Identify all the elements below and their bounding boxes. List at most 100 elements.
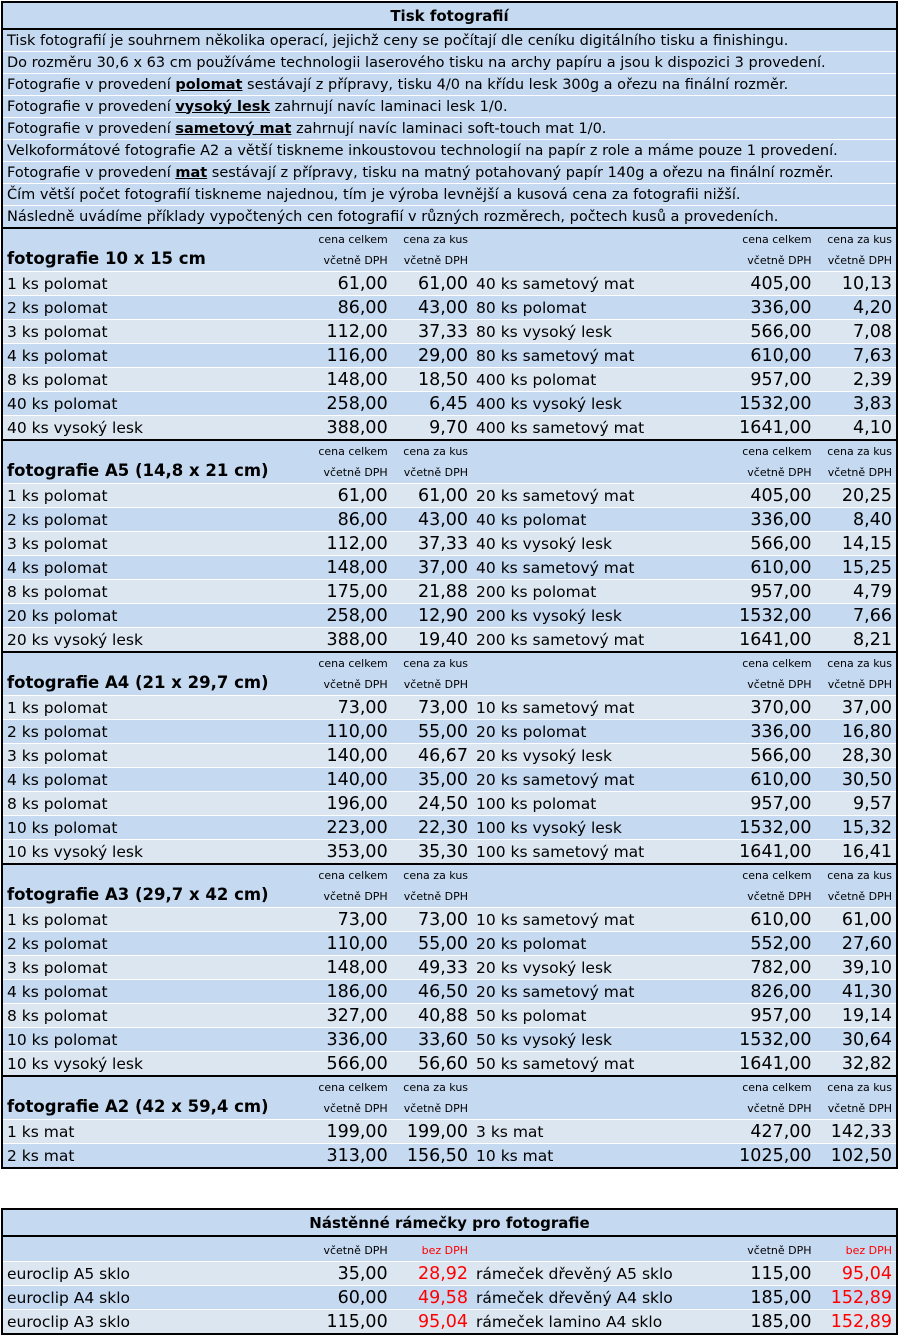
product-label: 20 ks polomat xyxy=(0,603,312,628)
intro-line: Fotografie v provedení mat sestávají z p… xyxy=(1,161,898,184)
unit-price: 8,21 xyxy=(815,627,899,653)
product-label: 4 ks polomat xyxy=(0,979,312,1004)
product-label: 50 ks sametový mat xyxy=(472,1051,723,1077)
column-label-top: cena za kus xyxy=(827,445,892,458)
intro-finish-name: polomat xyxy=(175,76,243,93)
total-price: 140,00 xyxy=(311,767,392,792)
price-column-label: bez DPH xyxy=(815,1236,899,1262)
price-row: 2 ks mat 313,00 156,50 10 ks mat 1025,00 102,… xyxy=(0,1143,899,1169)
column-label-vat: včetně DPH xyxy=(747,890,812,903)
intro-text-part: sestávají z přípravy, tisku 4/0 na křídu… xyxy=(242,76,789,93)
product-label: 3 ks polomat xyxy=(0,531,312,556)
total-price: 566,00 xyxy=(722,743,816,768)
total-price: 61,00 xyxy=(311,483,392,508)
unit-price: 61,00 xyxy=(815,907,899,932)
total-price: 110,00 xyxy=(311,719,392,744)
total-price: 116,00 xyxy=(311,343,392,368)
intro-text-part: Fotografie v provedení xyxy=(7,164,176,181)
frames-table-title: Nástěnné rámečky pro fotografie xyxy=(1,1208,898,1237)
price-row: 1 ks polomat 73,00 73,00 10 ks sametový mat… xyxy=(0,695,899,720)
column-label-top: cena za kus xyxy=(827,869,892,882)
intro-text: Fotografie v provedení polomat sestávají… xyxy=(1,73,898,96)
unit-price: 30,50 xyxy=(815,767,899,792)
price-row: 1 ks polomat 61,00 61,00 40 ks sametový mat… xyxy=(0,271,899,296)
product-label: 100 ks sametový mat xyxy=(472,839,723,865)
price-row: 3 ks polomat 112,00 37,33 80 ks vysoký lesk… xyxy=(0,319,899,344)
column-label-vat: včetně DPH xyxy=(827,890,892,903)
column-label-vat: včetně DPH xyxy=(323,466,388,479)
total-price: 73,00 xyxy=(311,907,392,932)
product-label: 1 ks polomat xyxy=(0,907,312,932)
section-header-spacer xyxy=(472,652,723,696)
product-label: 1 ks polomat xyxy=(0,483,312,508)
total-price: 1641,00 xyxy=(722,415,816,441)
product-label: 10 ks polomat xyxy=(0,815,312,840)
unit-price: 7,66 xyxy=(815,603,899,628)
unit-price: 33,60 xyxy=(391,1027,473,1052)
total-price: 175,00 xyxy=(311,579,392,604)
frame-label: euroclip A3 sklo xyxy=(0,1309,312,1335)
product-label: 20 ks polomat xyxy=(472,719,723,744)
price-column-label: cena celkem včetně DPH xyxy=(722,440,816,484)
section-title: fotografie A2 (42 x 59,4 cm) xyxy=(0,1076,312,1120)
total-price: 1532,00 xyxy=(722,1027,816,1052)
product-label: 10 ks polomat xyxy=(0,1027,312,1052)
product-label: 200 ks vysoký lesk xyxy=(472,603,723,628)
column-label-top: cena za kus xyxy=(403,869,469,882)
frames-header-spacer xyxy=(0,1236,312,1262)
frames-header-spacer xyxy=(472,1236,723,1262)
product-label: 10 ks sametový mat xyxy=(472,907,723,932)
intro-text-part: Fotografie v provedení xyxy=(7,76,176,93)
product-label: 80 ks sametový mat xyxy=(472,343,723,368)
section-header-spacer xyxy=(472,1076,723,1120)
price-column-label: cena celkem včetně DPH xyxy=(722,228,816,272)
unit-price: 16,80 xyxy=(815,719,899,744)
unit-price: 35,00 xyxy=(391,767,473,792)
price-row: 8 ks polomat 327,00 40,88 50 ks polomat 957,… xyxy=(0,1003,899,1028)
unit-price: 15,25 xyxy=(815,555,899,580)
product-label: 80 ks vysoký lesk xyxy=(472,319,723,344)
photo-print-price-table: Tisk fotografií Tisk fotografií je souhr… xyxy=(0,1,899,1169)
price-row: 40 ks polomat 258,00 6,45 400 ks vysoký les… xyxy=(0,391,899,416)
column-label-top: cena za kus xyxy=(403,657,469,670)
total-price: 1025,00 xyxy=(722,1143,816,1169)
product-label: 20 ks vysoký lesk xyxy=(472,743,723,768)
intro-text-part: sestávají z přípravy, tisku na matný pot… xyxy=(207,164,834,181)
column-label-vat: včetně DPH xyxy=(403,678,469,691)
unit-price: 37,00 xyxy=(391,555,473,580)
unit-price: 32,82 xyxy=(815,1051,899,1077)
intro-finish-name: vysoký lesk xyxy=(175,98,271,115)
column-label-vat: včetně DPH xyxy=(403,1102,469,1115)
unit-price: 7,08 xyxy=(815,319,899,344)
unit-price: 102,50 xyxy=(815,1143,899,1169)
section-header: fotografie A3 (29,7 x 42 cm) cena celkem v… xyxy=(0,864,899,908)
unit-price: 14,15 xyxy=(815,531,899,556)
intro-line: Fotografie v provedení sametový mat zahr… xyxy=(1,117,898,140)
frame-label: euroclip A4 sklo xyxy=(0,1285,312,1310)
price-column-label: cena za kus včetně DPH xyxy=(391,652,473,696)
unit-price: 37,33 xyxy=(391,319,473,344)
price-column-label: cena celkem včetně DPH xyxy=(311,864,392,908)
intro-line: Čím větší počet fotografií tiskneme naje… xyxy=(1,183,898,206)
price-row: 1 ks polomat 61,00 61,00 20 ks sametový mat… xyxy=(0,483,899,508)
product-label: 20 ks polomat xyxy=(472,931,723,956)
price-column-label: cena celkem včetně DPH xyxy=(722,864,816,908)
price-row: 40 ks vysoký lesk 388,00 9,70 400 ks sameto… xyxy=(0,415,899,441)
column-label-top: cena celkem xyxy=(742,233,812,246)
intro-line: Velkoformátové fotografie A2 a větší tis… xyxy=(1,139,898,162)
price-row: 3 ks polomat 140,00 46,67 20 ks vysoký lesk… xyxy=(0,743,899,768)
total-price: 566,00 xyxy=(722,319,816,344)
price-column-label: cena za kus včetně DPH xyxy=(815,864,899,908)
column-label-top: cena celkem xyxy=(318,657,388,670)
total-price: 336,00 xyxy=(722,507,816,532)
unit-price: 10,13 xyxy=(815,271,899,296)
section-title: fotografie A4 (21 x 29,7 cm) xyxy=(0,652,312,696)
column-label-vat: včetně DPH xyxy=(323,678,388,691)
column-label-top: cena za kus xyxy=(827,657,892,670)
price-column-label: včetně DPH xyxy=(311,1236,392,1262)
product-label: 10 ks vysoký lesk xyxy=(0,1051,312,1077)
intro-line: Fotografie v provedení polomat sestávají… xyxy=(1,73,898,96)
product-label: 10 ks vysoký lesk xyxy=(0,839,312,865)
unit-price: 18,50 xyxy=(391,367,473,392)
unit-price: 61,00 xyxy=(391,483,473,508)
